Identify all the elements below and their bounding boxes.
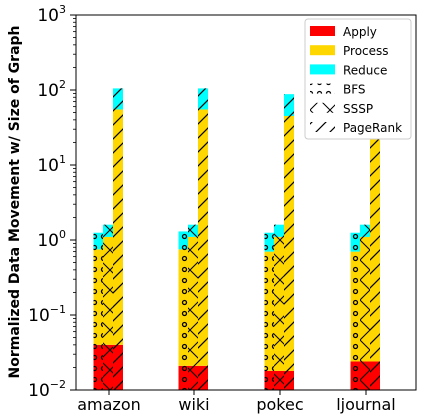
plot-frame [75, 14, 417, 391]
bar-hatch-wiki-bfs [178, 231, 189, 390]
legend-swatch-reduce [310, 64, 335, 75]
legend-swatch-bfs [310, 83, 335, 94]
y-axis-label: Normalized Data Movement w/ Size of Grap… [7, 25, 23, 378]
legend-label-process: Process [343, 44, 389, 58]
y-tick-label: 102 [37, 78, 66, 101]
y-tick-label: 103 [37, 3, 66, 26]
legend-label-bfs: BFS [343, 83, 366, 97]
y-tick-label: 10−2 [28, 378, 66, 401]
bar-hatch-pokec-bfs [264, 232, 275, 390]
legend-swatch-process [310, 45, 335, 56]
y-axis: 10−2 10−1 100 101 102 103 [28, 3, 76, 401]
legend-label-sssp: SSSP [343, 102, 373, 116]
bar-hatch-wiki-sssp [188, 224, 198, 390]
legend-swatch-pagerank [310, 122, 335, 132]
bar-hatch-amazon-pagerank [113, 88, 123, 391]
bar-hatch-pokec-pagerank [284, 94, 294, 390]
legend-swatch-sssp [310, 102, 335, 113]
bar-hatch-wiki-pagerank [198, 88, 208, 391]
y-tick-label: 10−1 [28, 303, 66, 326]
y-tick-label: 100 [37, 228, 66, 251]
legend-label-reduce: Reduce [343, 63, 387, 77]
legend-swatch-apply [310, 26, 335, 36]
bar-hatch-ljournal-bfs [350, 232, 361, 390]
x-tick-label-pokec: pokec [256, 395, 303, 414]
legend-label-pagerank: PageRank [343, 121, 402, 135]
bar-hatch-amazon-sssp [103, 224, 113, 390]
x-tick-label-amazon: amazon [77, 395, 141, 414]
bars-layer [93, 88, 380, 391]
legend-label-apply: Apply [343, 25, 377, 39]
legend: Apply Process Reduce BFS SSSP PageRank [304, 18, 412, 140]
bar-hatch-pokec-sssp [274, 224, 284, 390]
x-tick-label-ljournal: ljournal [336, 395, 396, 414]
bar-hatch-ljournal-pagerank [370, 90, 380, 390]
x-tick-label-wiki: wiki [178, 395, 209, 414]
bar-hatch-ljournal-sssp [360, 224, 370, 390]
x-axis: amazon wiki pokec ljournal [77, 390, 396, 414]
y-tick-label: 101 [37, 153, 66, 176]
bar-hatch-amazon-bfs [93, 232, 104, 390]
